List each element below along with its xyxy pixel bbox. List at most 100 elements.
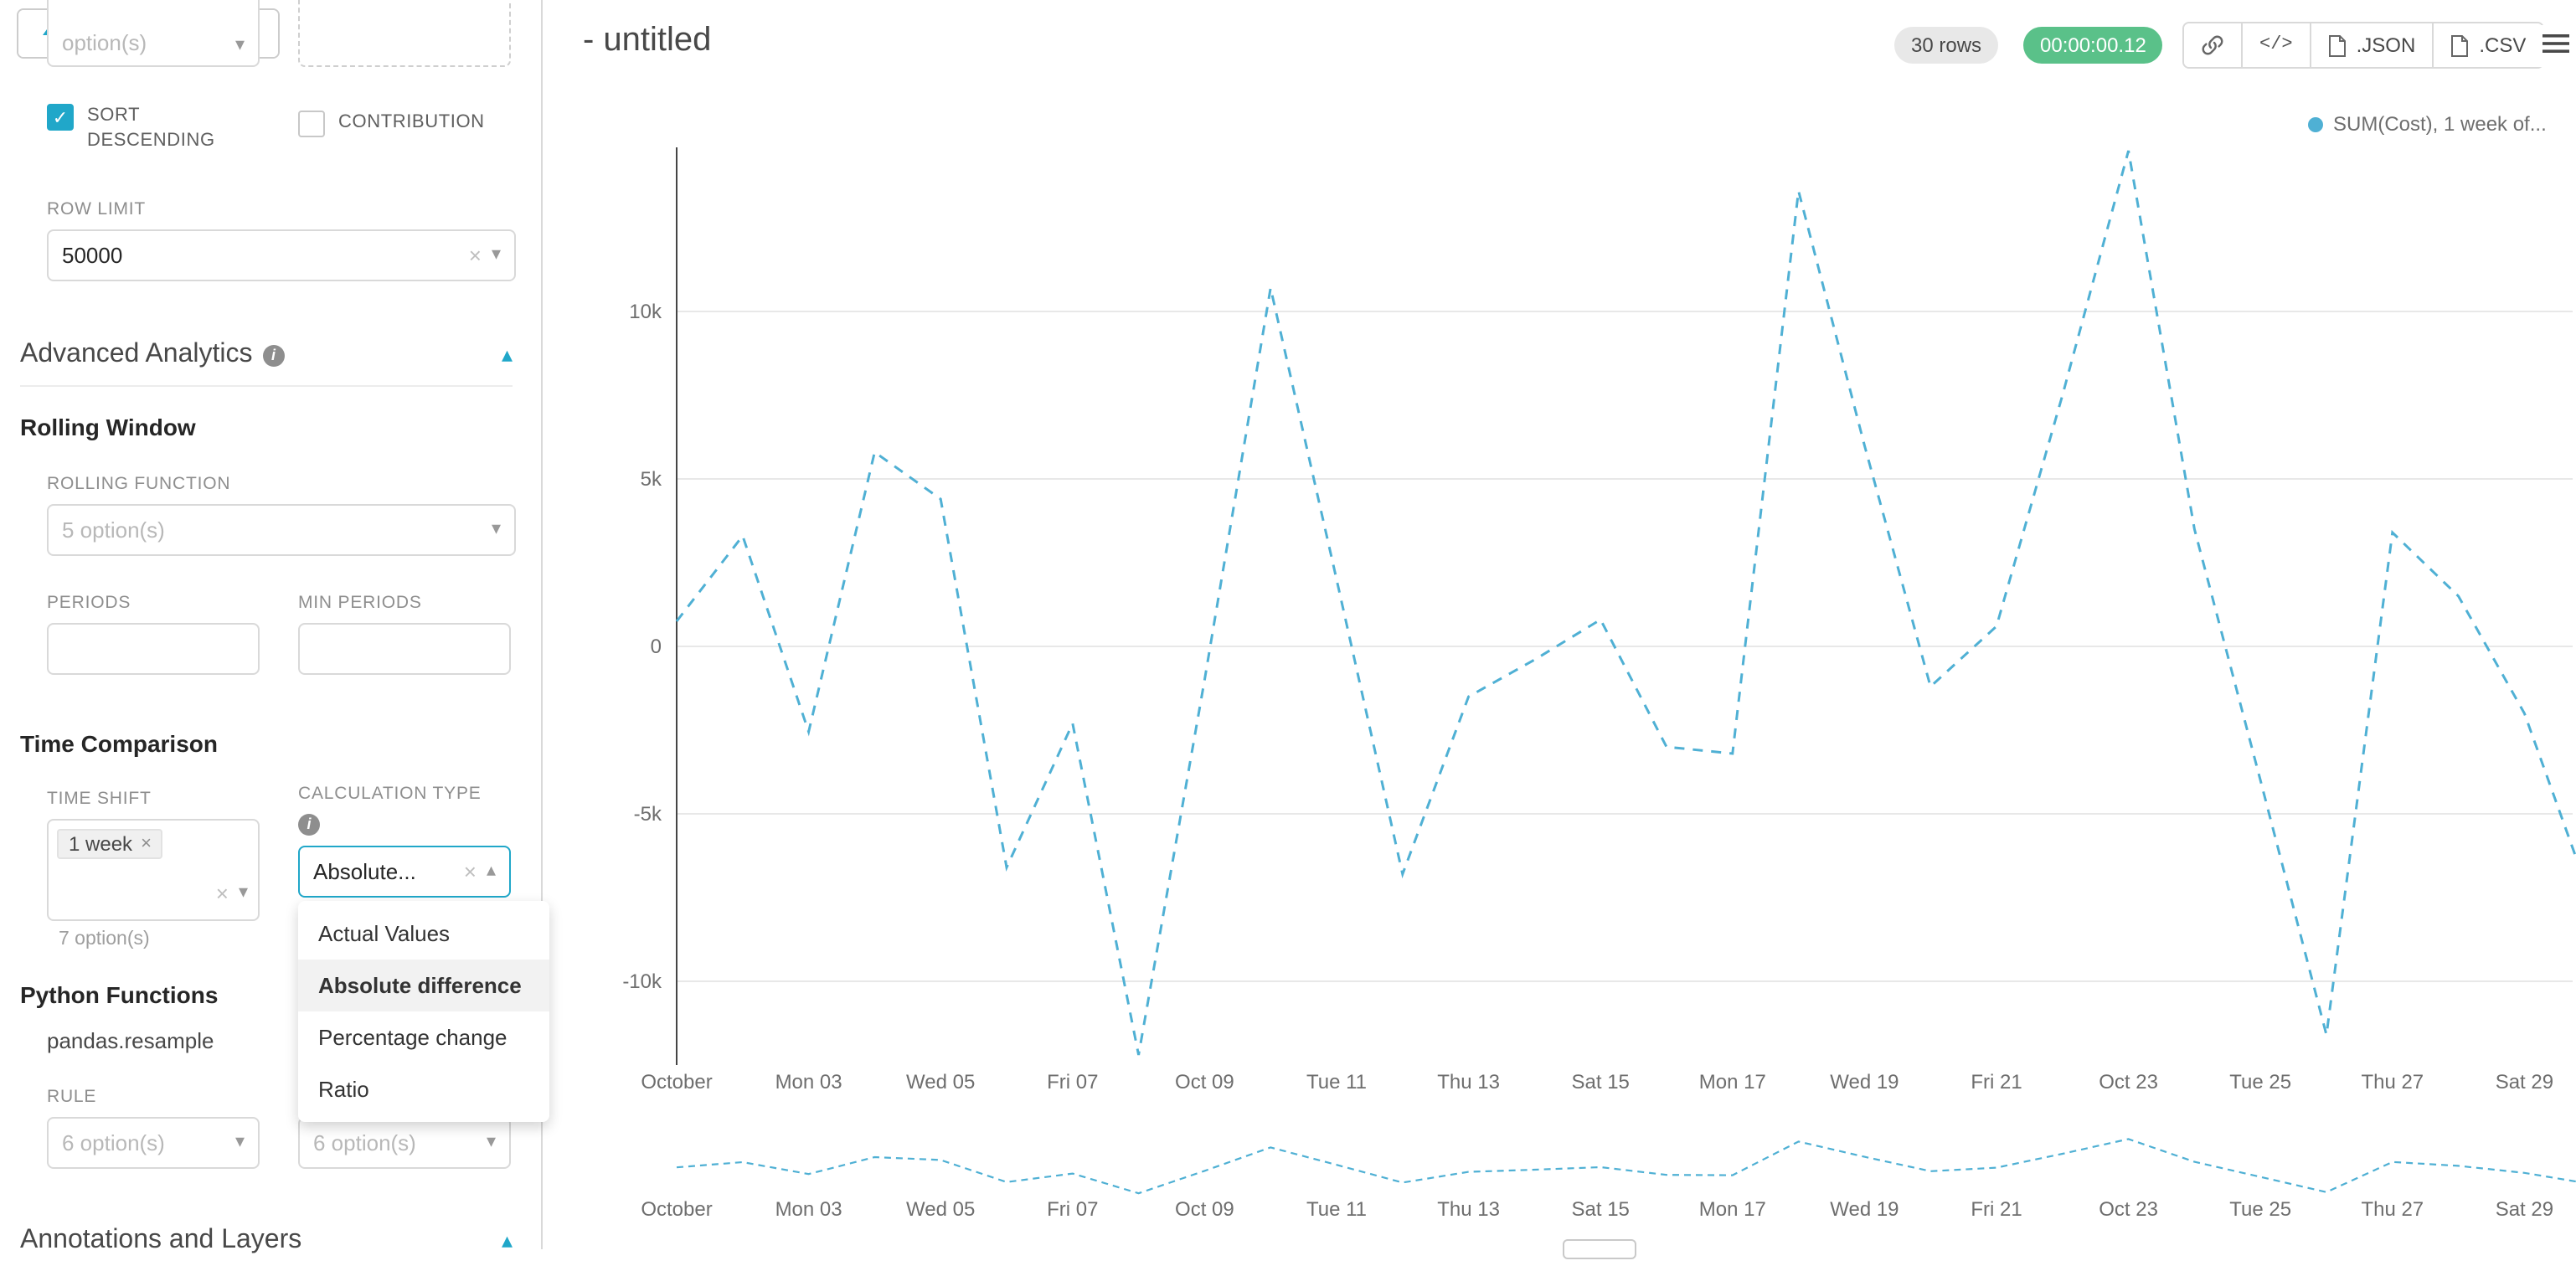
periods-label: PERIODS <box>47 593 131 613</box>
svg-text:Mon 17: Mon 17 <box>1699 1198 1766 1221</box>
control-panel: RUN SAVE option(s) ▾ ✓ SORT DESCENDING C… <box>0 0 549 1254</box>
caret-down-icon: ▾ <box>491 244 501 265</box>
svg-text:Wed 05: Wed 05 <box>906 1071 975 1093</box>
row-limit-label: ROW LIMIT <box>47 199 147 219</box>
menu-item-actual-values[interactable]: Actual Values <box>318 921 451 946</box>
svg-text:-10k: -10k <box>622 970 662 993</box>
clear-icon[interactable]: × <box>468 243 482 268</box>
remove-tag-icon[interactable]: × <box>141 833 152 853</box>
svg-text:Tue 25: Tue 25 <box>2229 1071 2291 1093</box>
rule-label: RULE <box>47 1087 97 1107</box>
svg-text:Mon 03: Mon 03 <box>775 1071 842 1093</box>
svg-text:-5k: -5k <box>634 803 662 826</box>
rule-select[interactable]: 6 option(s) ▾ <box>47 1117 260 1169</box>
svg-text:Sat 29: Sat 29 <box>2496 1198 2553 1221</box>
cropped-select-text: option(s) <box>62 30 147 55</box>
row-limit-select[interactable]: 50000 × ▾ <box>47 229 516 281</box>
checkbox-checked-icon: ✓ <box>47 104 74 131</box>
svg-text:Thu 27: Thu 27 <box>2361 1198 2424 1221</box>
caret-down-icon: ▾ <box>238 882 248 903</box>
preview-drag-handle[interactable] <box>1563 1239 1636 1259</box>
menu-item-absolute-difference[interactable]: Absolute difference <box>298 960 549 1011</box>
time-shift-select[interactable]: 1 week × × ▾ <box>47 819 260 921</box>
row-limit-value: 50000 <box>62 243 123 268</box>
chart-title[interactable]: - untitled <box>583 22 712 59</box>
svg-text:Tue 11: Tue 11 <box>1306 1071 1367 1093</box>
file-icon <box>2328 34 2346 56</box>
periods-input[interactable] <box>47 623 260 675</box>
hamburger-icon <box>2543 34 2569 53</box>
svg-text:0: 0 <box>651 636 662 658</box>
info-icon: i <box>262 344 285 366</box>
rows-count-badge: 30 rows <box>1894 27 1999 64</box>
checkbox-unchecked-icon <box>298 111 325 137</box>
export-button-group: </> .JSON .CSV <box>2182 22 2545 69</box>
contribution-checkbox[interactable]: CONTRIBUTION <box>298 111 516 137</box>
rolling-function-select[interactable]: 5 option(s) ▾ <box>47 504 516 556</box>
file-icon <box>2451 34 2469 56</box>
clear-icon[interactable]: × <box>463 859 477 884</box>
copy-link-button[interactable] <box>2184 23 2241 67</box>
time-comparison-title: Time Comparison <box>20 730 218 757</box>
svg-text:Oct 09: Oct 09 <box>1175 1198 1234 1221</box>
code-icon: </> <box>2259 35 2293 55</box>
calculation-type-label: CALCULATION TYPE <box>298 784 482 804</box>
annotations-layers-header[interactable]: Annotations and Layers ▴ <box>20 1226 513 1271</box>
svg-text:Fri 07: Fri 07 <box>1047 1198 1098 1221</box>
chart-legend[interactable]: SUM(Cost), 1 week of... <box>2308 112 2547 136</box>
query-timer-badge: 00:00:00.12 <box>2023 27 2163 64</box>
svg-text:Tue 11: Tue 11 <box>1306 1198 1367 1221</box>
time-shift-tag: 1 week × <box>57 829 163 859</box>
cropped-top-select[interactable]: option(s) ▾ <box>47 0 260 67</box>
calculation-type-dropdown: Actual Values Absolute difference Percen… <box>298 901 549 1122</box>
rolling-function-label: ROLLING FUNCTION <box>47 474 231 494</box>
menu-item-percentage-change[interactable]: Percentage change <box>318 1025 507 1050</box>
rolling-function-placeholder: 5 option(s) <box>62 517 165 543</box>
chart-menu-button[interactable] <box>2534 25 2576 67</box>
python-function-name: pandas.resample <box>47 1028 214 1053</box>
calculation-type-select[interactable]: Absolute... × ▴ <box>298 846 511 898</box>
clear-icon[interactable]: × <box>215 881 229 906</box>
link-icon <box>2202 35 2223 55</box>
svg-text:Tue 25: Tue 25 <box>2229 1198 2291 1221</box>
menu-item-ratio[interactable]: Ratio <box>318 1077 369 1102</box>
svg-text:Mon 03: Mon 03 <box>775 1198 842 1221</box>
caret-down-icon: ▾ <box>234 35 245 55</box>
caret-down-icon: ▾ <box>234 1132 245 1152</box>
svg-text:Mon 17: Mon 17 <box>1699 1071 1766 1093</box>
rule-placeholder: 6 option(s) <box>62 1130 165 1155</box>
svg-text:Fri 21: Fri 21 <box>1971 1071 2022 1093</box>
export-csv-button[interactable]: .CSV <box>2432 23 2543 67</box>
check-icon: ✓ <box>52 108 69 128</box>
main-line-chart[interactable]: 10k 5k 0 -5k -10k October Mon 03 Wed 05 Fri 07 Oc… <box>543 90 2576 1122</box>
time-shift-tag-label: 1 week <box>69 832 133 856</box>
export-json-button[interactable]: .JSON <box>2309 23 2433 67</box>
svg-text:Oct 09: Oct 09 <box>1175 1071 1234 1093</box>
caret-down-icon: ▾ <box>486 1132 496 1152</box>
sort-descending-checkbox[interactable]: ✓ SORT DESCENDING <box>47 104 241 154</box>
svg-text:Oct 23: Oct 23 <box>2099 1198 2158 1221</box>
svg-text:October: October <box>641 1198 712 1221</box>
svg-text:Sat 29: Sat 29 <box>2496 1071 2553 1093</box>
caret-up-icon: ▴ <box>486 861 496 881</box>
svg-text:Wed 19: Wed 19 <box>1830 1071 1899 1093</box>
svg-text:Thu 27: Thu 27 <box>2361 1071 2424 1093</box>
contribution-label: CONTRIBUTION <box>338 112 485 132</box>
svg-text:Fri 07: Fri 07 <box>1047 1071 1098 1093</box>
min-periods-input[interactable] <box>298 623 511 675</box>
fill-method-select[interactable]: 6 option(s) ▾ <box>298 1117 511 1169</box>
annotations-layers-title: Annotations and Layers <box>20 1226 302 1254</box>
python-functions-title: Python Functions <box>20 981 219 1008</box>
min-periods-label: MIN PERIODS <box>298 593 422 613</box>
advanced-analytics-header[interactable]: Advanced Analytics i ▴ <box>20 340 513 387</box>
svg-text:5k: 5k <box>641 468 662 491</box>
collapse-caret-up-icon[interactable]: ▴ <box>501 342 513 367</box>
info-icon: i <box>298 814 320 836</box>
collapse-caret-up-icon[interactable]: ▴ <box>501 1227 513 1253</box>
preview-line-chart[interactable]: October Mon 03 Wed 05 Fri 07 Oct 09 Tue 11 Thu… <box>543 1125 2576 1236</box>
advanced-analytics-title: Advanced Analytics <box>20 340 253 368</box>
view-query-button[interactable]: </> <box>2241 23 2310 67</box>
cropped-drop-target[interactable] <box>298 0 511 67</box>
time-shift-select-icons: × ▾ <box>206 882 248 904</box>
